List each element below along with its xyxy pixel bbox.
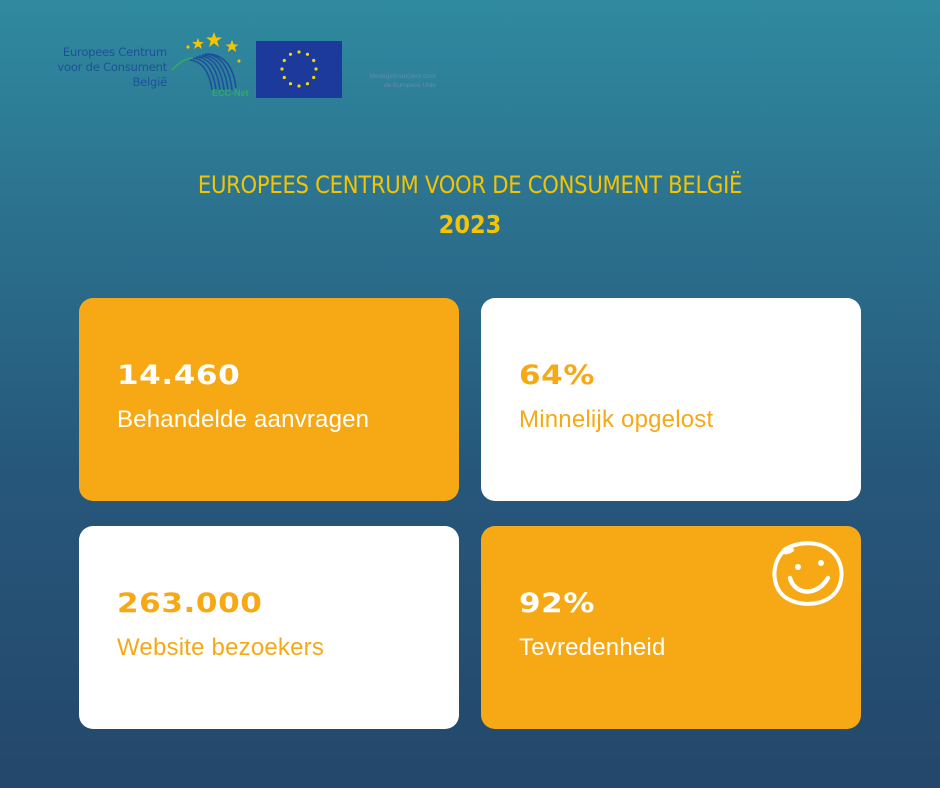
stat-value: 92% bbox=[519, 588, 596, 619]
stat-card-amicably-resolved: 64% Minnelijk opgelost bbox=[481, 298, 861, 501]
ecc-net-logo-icon: ECC-Net bbox=[171, 32, 249, 98]
stat-card-handled-requests: 14.460 Behandelde aanvragen bbox=[79, 298, 459, 501]
page-year: 2023 bbox=[438, 210, 502, 239]
ecc-logo-line-1: Europees Centrum bbox=[62, 45, 167, 59]
ecc-logo-text: Europees Centrum voor de Consument Belgi… bbox=[40, 45, 167, 90]
stat-label: Website bezoekers bbox=[117, 634, 325, 661]
smiley-icon bbox=[772, 541, 844, 606]
stat-card-website-visitors: 263.000 Website bezoekers bbox=[79, 526, 459, 729]
eu-flag-icon bbox=[256, 41, 342, 98]
stat-value: 14.460 bbox=[117, 360, 241, 391]
ecc-logo-line-2: voor de Consument bbox=[57, 60, 167, 74]
stat-value: 263.000 bbox=[117, 588, 263, 619]
stat-card-satisfaction: 92% Tevredenheid bbox=[481, 526, 861, 729]
stat-label: Minnelijk opgelost bbox=[519, 406, 714, 433]
stat-label: Behandelde aanvragen bbox=[117, 406, 370, 433]
eu-cofunding-line-1: Medegefinancierd door bbox=[369, 73, 437, 80]
page-title: EUROPEES CENTRUM VOOR DE CONSUMENT BELGI… bbox=[197, 171, 743, 199]
eu-cofunding-text: Medegefinancierd door de Europese Unie bbox=[344, 72, 437, 90]
eu-cofunding-line-2: de Europese Unie bbox=[383, 82, 436, 89]
stat-value: 64% bbox=[519, 360, 596, 391]
svg-text:ECC-Net: ECC-Net bbox=[212, 88, 249, 98]
ecc-logo-line-3: België bbox=[132, 75, 167, 89]
stat-label: Tevredenheid bbox=[519, 634, 666, 661]
header-logos: Europees Centrum voor de Consument Belgi… bbox=[0, 0, 940, 110]
